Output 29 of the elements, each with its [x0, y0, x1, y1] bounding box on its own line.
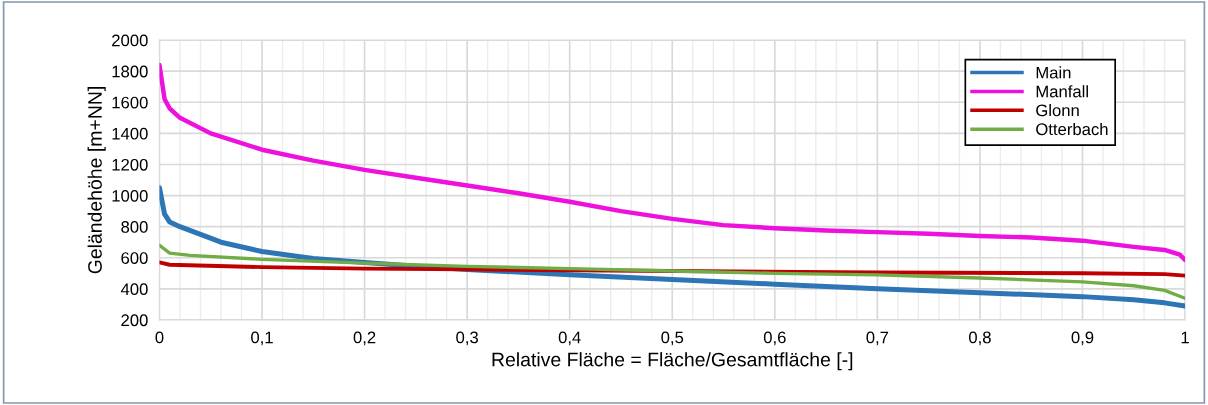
x-tick-label: 0,1 [251, 331, 273, 346]
x-tick-label: 0,7 [866, 331, 889, 346]
line-series [159, 243, 1186, 300]
y-tick-label: 600 [121, 252, 148, 264]
x-tick-label: 0 [155, 331, 164, 344]
y-tick-label: 800 [121, 221, 148, 233]
legend-label: Glonn [1036, 104, 1079, 117]
legend-label: Main [1036, 66, 1071, 79]
x-tick-label: 0,2 [353, 331, 376, 346]
x-axis-title: Relative Fläche = Fläche/Gesamtfläche [-] [492, 352, 853, 371]
y-axis-title: Geländehöhe [m+NN] [87, 87, 106, 274]
y-tick-label: 400 [120, 283, 148, 296]
legend-label: Otterbach [1036, 122, 1108, 136]
legend-label: Manfall [1036, 85, 1088, 98]
y-tick-label: 1600 [112, 96, 148, 109]
y-tick-label: 1200 [112, 158, 148, 171]
y-tick-label: 1800 [112, 65, 148, 78]
x-tick-label: 0,8 [969, 331, 991, 346]
x-tick-label: 0,6 [763, 331, 786, 346]
x-tick-label: 1 [1181, 331, 1189, 344]
y-tick-label: 1400 [112, 127, 148, 140]
x-tick-label: 0,3 [456, 331, 478, 346]
y-tick-label: 200 [121, 314, 148, 327]
y-tick-label: 2000 [112, 34, 148, 47]
y-tick-label: 1000 [112, 189, 148, 202]
line-series [159, 62, 1186, 263]
x-tick-label: 0,9 [1071, 331, 1094, 346]
x-tick-label: 0,5 [661, 331, 684, 346]
x-tick-label: 0,4 [558, 331, 581, 346]
